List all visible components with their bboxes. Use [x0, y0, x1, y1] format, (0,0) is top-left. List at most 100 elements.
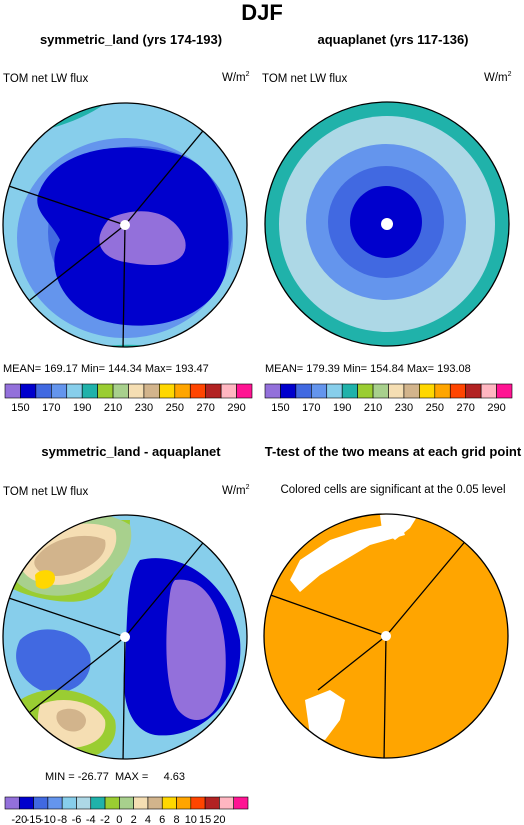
p1-sector-line	[124, 125, 208, 226]
colorbar-tick-label: 270	[197, 402, 215, 414]
panel1-polar-map	[3, 103, 247, 347]
panel2-colorbar: 150 170 190 210 230 250 270 290	[264, 383, 513, 414]
colorbar-swatch	[35, 383, 52, 399]
p3-sector-line	[3, 594, 126, 638]
colorbar-swatch	[76, 796, 92, 810]
colorbar-tick-label: -15	[26, 814, 42, 825]
colorbar-swatch	[47, 796, 63, 810]
colorbar-swatch	[190, 796, 206, 810]
colorbar-tick-label: 250	[426, 402, 444, 414]
colorbar-swatch	[161, 796, 177, 810]
p4-insignificant-s	[305, 690, 345, 740]
colorbar-swatch	[81, 383, 98, 399]
p4-sector-line	[317, 635, 387, 691]
colorbar-swatch	[159, 383, 176, 399]
colorbar-swatch	[480, 383, 497, 399]
colorbar-tick-label: -8	[57, 814, 67, 825]
colorbar-swatch	[4, 383, 21, 399]
colorbar-swatch	[112, 383, 129, 399]
colorbar-tick-label: 250	[166, 402, 184, 414]
panel1-variable-label: TOM net LW flux	[3, 73, 89, 85]
p4-insignificant-n2	[380, 514, 420, 540]
colorbar-tick-label: 170	[42, 402, 60, 414]
panel3-title: symmetric_land - aquaplanet	[41, 444, 221, 459]
colorbar-swatch	[372, 383, 389, 399]
p4-sector-line	[383, 635, 387, 758]
colorbar-swatch	[204, 796, 220, 810]
colorbar-swatch	[311, 383, 328, 399]
colorbar-tick-label: 170	[302, 402, 320, 414]
colorbar-swatch	[496, 383, 513, 399]
panel2-stats: MEAN= 179.39 Min= 154.84 Max= 193.08	[265, 363, 471, 375]
colorbar-swatch	[403, 383, 420, 399]
p3-field-nw-8	[35, 570, 55, 589]
colorbar-tick-label: 8	[173, 814, 179, 825]
panel4-title: T-test of the two means at each grid poi…	[264, 444, 522, 459]
panel4-polar-map	[264, 514, 508, 758]
panel3-stats: MIN = -26.77 MAX = 4.63	[45, 771, 186, 783]
colorbar-tick-label: 210	[104, 402, 122, 414]
p3-sector-line	[122, 636, 126, 759]
colorbar-tick-label: 4	[145, 814, 151, 825]
colorbar-swatch	[143, 383, 160, 399]
colorbar-swatch	[119, 796, 134, 810]
colorbar-tick-label: 230	[135, 402, 153, 414]
colorbar-swatch	[133, 796, 149, 810]
colorbar-swatch	[97, 383, 114, 399]
colorbar-tick-label: 15	[199, 814, 211, 825]
p3-field-w-neg	[16, 629, 91, 693]
figure-title: DJF	[241, 0, 283, 25]
colorbar-tick-label: 150	[271, 402, 289, 414]
panel2-title: aquaplanet (yrs 117-136)	[317, 32, 469, 47]
p3-pole	[120, 632, 130, 642]
colorbar-swatch	[264, 383, 281, 399]
colorbar-tick-label: -6	[72, 814, 82, 825]
panel1-stats: MEAN= 169.17 Min= 144.34 Max= 193.47	[3, 363, 209, 375]
colorbar-tick-label: 2	[131, 814, 137, 825]
colorbar-swatch	[341, 383, 358, 399]
p3-field-sw-6	[56, 708, 86, 732]
colorbar-swatch	[326, 383, 343, 399]
colorbar-swatch	[233, 796, 249, 810]
colorbar-swatch	[280, 383, 297, 399]
p4-pole	[381, 631, 391, 641]
colorbar-tick-label: 210	[364, 402, 382, 414]
p2-boundary	[264, 101, 510, 347]
panel1-units: W/m2	[222, 71, 250, 84]
colorbar-tick-label: 270	[457, 402, 475, 414]
colorbar-swatch	[176, 796, 192, 810]
colorbar-swatch	[174, 383, 191, 399]
p1-sector-line	[122, 224, 126, 347]
colorbar-tick-label: -2	[100, 814, 110, 825]
panel4-subtitle: Colored cells are significant at the 0.0…	[280, 484, 506, 496]
p4-insignificant-n	[290, 522, 405, 592]
colorbar-swatch	[219, 796, 235, 810]
colorbar-tick-label: 290	[487, 402, 505, 414]
p4-sector-line	[264, 591, 387, 637]
colorbar-swatch	[434, 383, 451, 399]
panel3-polar-map	[3, 515, 247, 759]
p1-sector-line	[3, 182, 126, 226]
p4-sector-line	[385, 537, 469, 637]
p3-boundary	[2, 514, 248, 760]
colorbar-tick-label: 190	[73, 402, 91, 414]
colorbar-swatch	[20, 383, 37, 399]
p4-boundary	[263, 513, 509, 759]
p3-field-nw-6	[34, 535, 106, 576]
colorbar-tick-label: 230	[395, 402, 413, 414]
panel3-colorbar: -20-15-10 -8 -6 -4 -2 0 2 4 6 8 10 15 20	[4, 796, 249, 825]
colorbar-tick-label: 150	[11, 402, 29, 414]
colorbar-swatch	[66, 383, 83, 399]
colorbar-tick-label: 20	[213, 814, 225, 825]
colorbar-swatch	[147, 796, 163, 810]
colorbar-tick-label: 0	[116, 814, 122, 825]
colorbar-swatch	[128, 383, 145, 399]
panel2-units: W/m2	[484, 71, 512, 84]
p3-sector-line	[29, 636, 126, 713]
p3-sector-line	[124, 537, 208, 638]
p1-pole	[120, 220, 130, 230]
colorbar-swatch	[33, 796, 49, 810]
panel3-units: W/m2	[222, 484, 250, 497]
colorbar-swatch	[90, 796, 106, 810]
